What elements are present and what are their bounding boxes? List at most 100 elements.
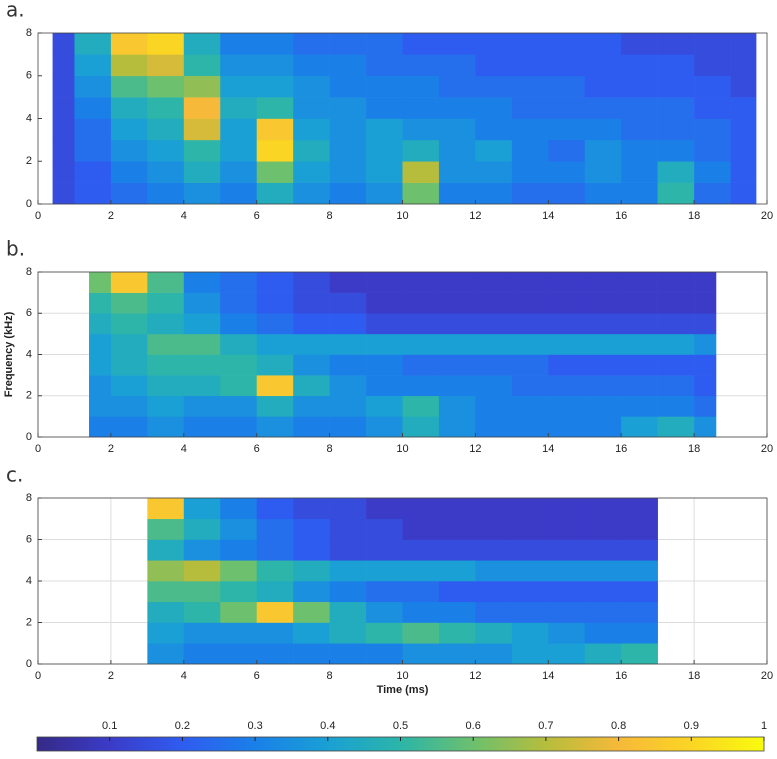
heat-cell: [438, 118, 476, 141]
heat-cell: [402, 182, 440, 205]
heat-cell: [694, 333, 717, 355]
heat-cell: [220, 54, 257, 77]
x-tick-label: 12: [469, 210, 481, 222]
heat-cell: [110, 375, 148, 397]
heat-cell: [147, 395, 185, 417]
heat-cell: [438, 313, 476, 335]
heat-cell: [89, 292, 112, 314]
heat-cell: [366, 581, 403, 603]
heat-cell: [329, 498, 367, 520]
heat-cell: [293, 313, 330, 335]
heat-cell: [621, 560, 658, 582]
x-tick-label: 14: [542, 210, 554, 222]
heat-cell: [147, 354, 185, 376]
heat-cell: [475, 313, 513, 335]
heat-cell: [256, 313, 294, 335]
heat-cell: [438, 75, 476, 98]
heat-cell: [220, 161, 257, 183]
heat-cell: [402, 354, 440, 376]
heat-cell: [329, 622, 367, 644]
heat-cell: [694, 54, 731, 77]
heat-cell: [366, 75, 403, 98]
heat-cell: [438, 622, 476, 644]
heat-cell: [402, 161, 440, 183]
heat-cell: [147, 560, 185, 582]
heat-cell: [74, 33, 112, 55]
heat-cell: [730, 139, 757, 162]
heat-cell: [220, 97, 257, 119]
heat-cell: [110, 416, 148, 438]
x-tick-label: 2: [108, 670, 114, 682]
heat-cell: [293, 560, 330, 582]
heat-cell: [621, 416, 658, 438]
colorbar-tick-label: 0.8: [611, 720, 626, 732]
heat-cell: [366, 539, 403, 561]
heat-cell: [584, 643, 622, 665]
heat-cell: [584, 560, 622, 582]
heat-cell: [147, 292, 185, 314]
x-tick-label: 4: [181, 670, 187, 682]
heat-cell: [293, 395, 330, 417]
heat-cell: [548, 97, 586, 119]
heat-cell: [329, 313, 367, 335]
x-tick-label: 4: [181, 210, 187, 222]
y-tick-label: 6: [26, 307, 32, 319]
heat-cell: [402, 498, 440, 520]
x-axis-label: Time (ms): [377, 684, 429, 696]
heat-cell: [657, 54, 695, 77]
heat-cell: [621, 581, 658, 603]
x-tick-label: 14: [542, 443, 554, 455]
heat-cell: [293, 75, 330, 98]
heat-cell: [89, 333, 112, 355]
heat-cell: [475, 498, 513, 520]
heat-cell: [475, 75, 513, 98]
heat-cell: [475, 272, 513, 293]
heat-cell: [220, 118, 257, 141]
heat-cell: [293, 33, 330, 55]
heat-cell: [147, 139, 185, 162]
colorbar-tick-label: 0.7: [538, 720, 553, 732]
y-tick-label: 0: [26, 198, 32, 210]
heat-cell: [402, 97, 440, 119]
heat-cell: [548, 498, 586, 520]
heat-cell: [694, 161, 731, 183]
heat-cell: [584, 118, 622, 141]
heat-cell: [183, 182, 221, 205]
heat-cell: [621, 54, 658, 77]
heat-cell: [438, 518, 476, 540]
heat-cell: [657, 33, 695, 55]
heat-cell: [220, 333, 257, 355]
y-tick-label: 8: [26, 492, 32, 504]
heat-cell: [293, 97, 330, 119]
heat-cell: [256, 498, 294, 520]
heat-cell: [657, 354, 695, 376]
heat-cell: [438, 354, 476, 376]
heat-cell: [183, 539, 221, 561]
colorbar-tick-label: 0.2: [175, 720, 190, 732]
y-tick-label: 6: [26, 533, 32, 545]
heat-cell: [220, 33, 257, 55]
heat-cell: [183, 272, 221, 293]
heat-cell: [657, 313, 695, 335]
heat-cell: [220, 539, 257, 561]
heat-cell: [730, 118, 757, 141]
heat-cell: [183, 395, 221, 417]
heat-cell: [147, 333, 185, 355]
heat-cell: [183, 354, 221, 376]
heat-cell: [366, 375, 403, 397]
heat-cell: [475, 354, 513, 376]
heat-cell: [110, 161, 148, 183]
heat-cell: [110, 395, 148, 417]
heat-cell: [475, 518, 513, 540]
heat-cell: [329, 292, 367, 314]
heat-cell: [475, 97, 513, 119]
heat-cell: [511, 292, 549, 314]
heat-cell: [147, 161, 185, 183]
heat-cell: [220, 643, 257, 665]
heat-cell: [183, 375, 221, 397]
heat-cell: [256, 395, 294, 417]
heat-cell: [293, 601, 330, 623]
heat-cell: [366, 395, 403, 417]
heat-cell: [621, 75, 658, 98]
heat-cell: [584, 354, 622, 376]
